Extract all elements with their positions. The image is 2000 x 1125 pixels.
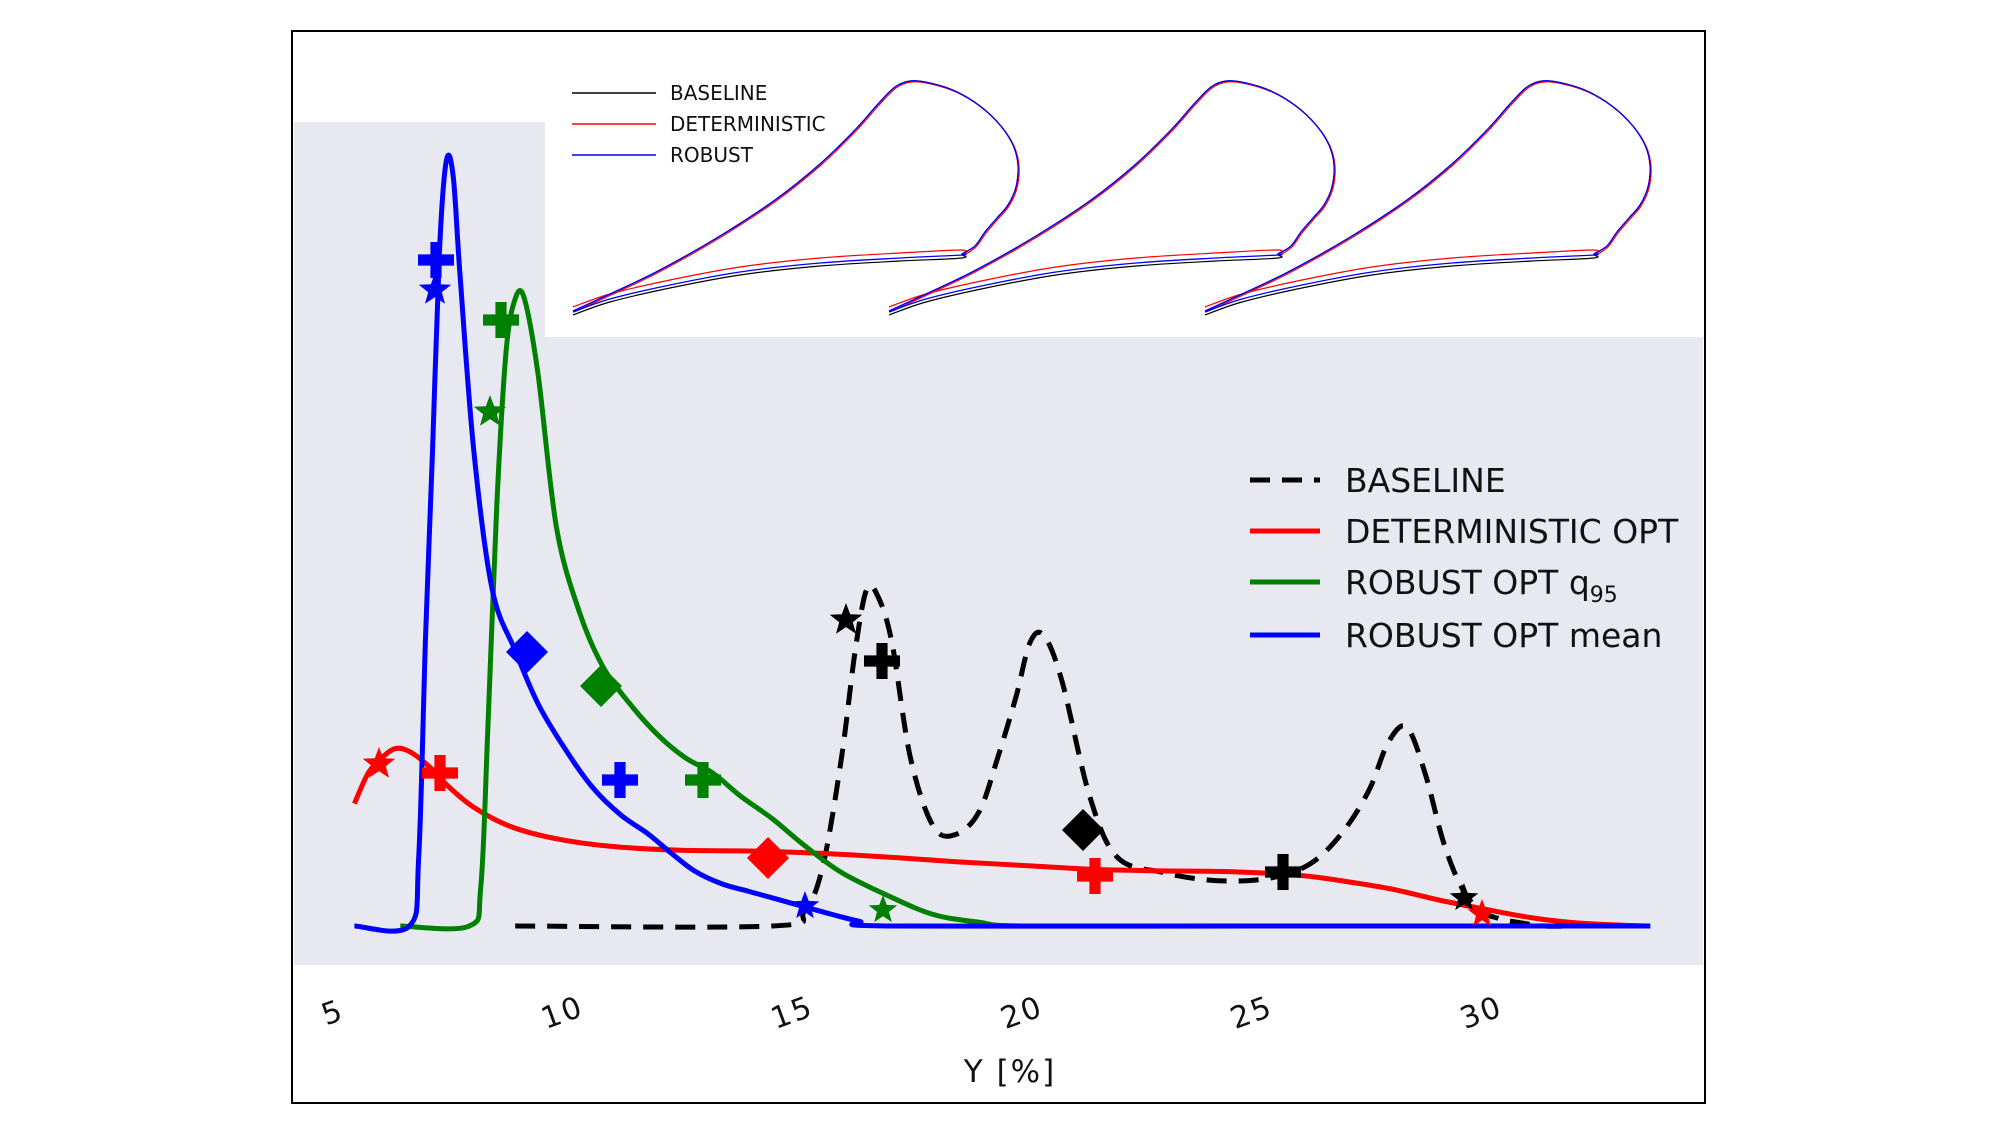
marker-diamond-blue (506, 631, 548, 673)
marker-plus-red-1 (422, 755, 459, 791)
inset-airfoils (572, 80, 1652, 316)
marker-plus-green-2 (685, 762, 721, 798)
marker-star-red-1 (362, 747, 396, 778)
series-line-1 (515, 583, 1605, 930)
inset-legend: BASELINE DETERMINISTIC ROBUST (572, 81, 826, 167)
inset-robust-profile (572, 80, 1019, 313)
series-line-2 (352, 745, 1651, 929)
marker-star-green-1 (473, 395, 507, 426)
marker-star-blue-2 (790, 891, 820, 919)
inset-legend-label: ROBUST (670, 143, 754, 167)
marker-diamond-red (747, 837, 789, 879)
marker-star-green-2 (868, 895, 898, 923)
inset-robust-profile (888, 80, 1335, 313)
marker-plus-blue-2 (602, 762, 638, 798)
marker-plus-red-2 (1077, 858, 1114, 894)
x-axis-label: Y [%] (963, 1054, 1056, 1090)
inset-blade (888, 80, 1336, 316)
marker-star-blue-1 (418, 273, 452, 304)
marker-star-black-1 (829, 603, 863, 634)
marker-plus-black-2 (1265, 854, 1302, 890)
legend-label: ROBUST OPT mean (1345, 616, 1662, 655)
marker-plus-green-1 (482, 302, 519, 339)
legend-label: BASELINE (1345, 461, 1506, 500)
inset-blade (1204, 80, 1652, 316)
legend-label: DETERMINISTIC OPT (1345, 512, 1679, 551)
series-line-3 (400, 288, 1651, 932)
series-layer (352, 152, 1651, 934)
inset-robust-profile (1204, 80, 1651, 313)
series-line-4 (354, 152, 1651, 934)
marker-diamond-green (580, 665, 622, 707)
legend: BASELINE DETERMINISTIC OPT ROBUST OPT q95 R… (1250, 461, 1679, 655)
marker-plus-blue-1 (418, 242, 455, 278)
marker-plus-black-1 (864, 643, 900, 679)
inset-blade (572, 80, 1020, 316)
plot-background (294, 122, 1703, 965)
marker-star-red-2 (1467, 899, 1497, 927)
legend-label: ROBUST OPT q95 (1345, 563, 1618, 608)
marker-layer (362, 242, 1497, 927)
marker-diamond-black (1062, 809, 1104, 851)
inset-legend-label: DETERMINISTIC (670, 112, 826, 136)
marker-star-black-2 (1449, 883, 1479, 911)
inset-legend-label: BASELINE (670, 81, 767, 105)
